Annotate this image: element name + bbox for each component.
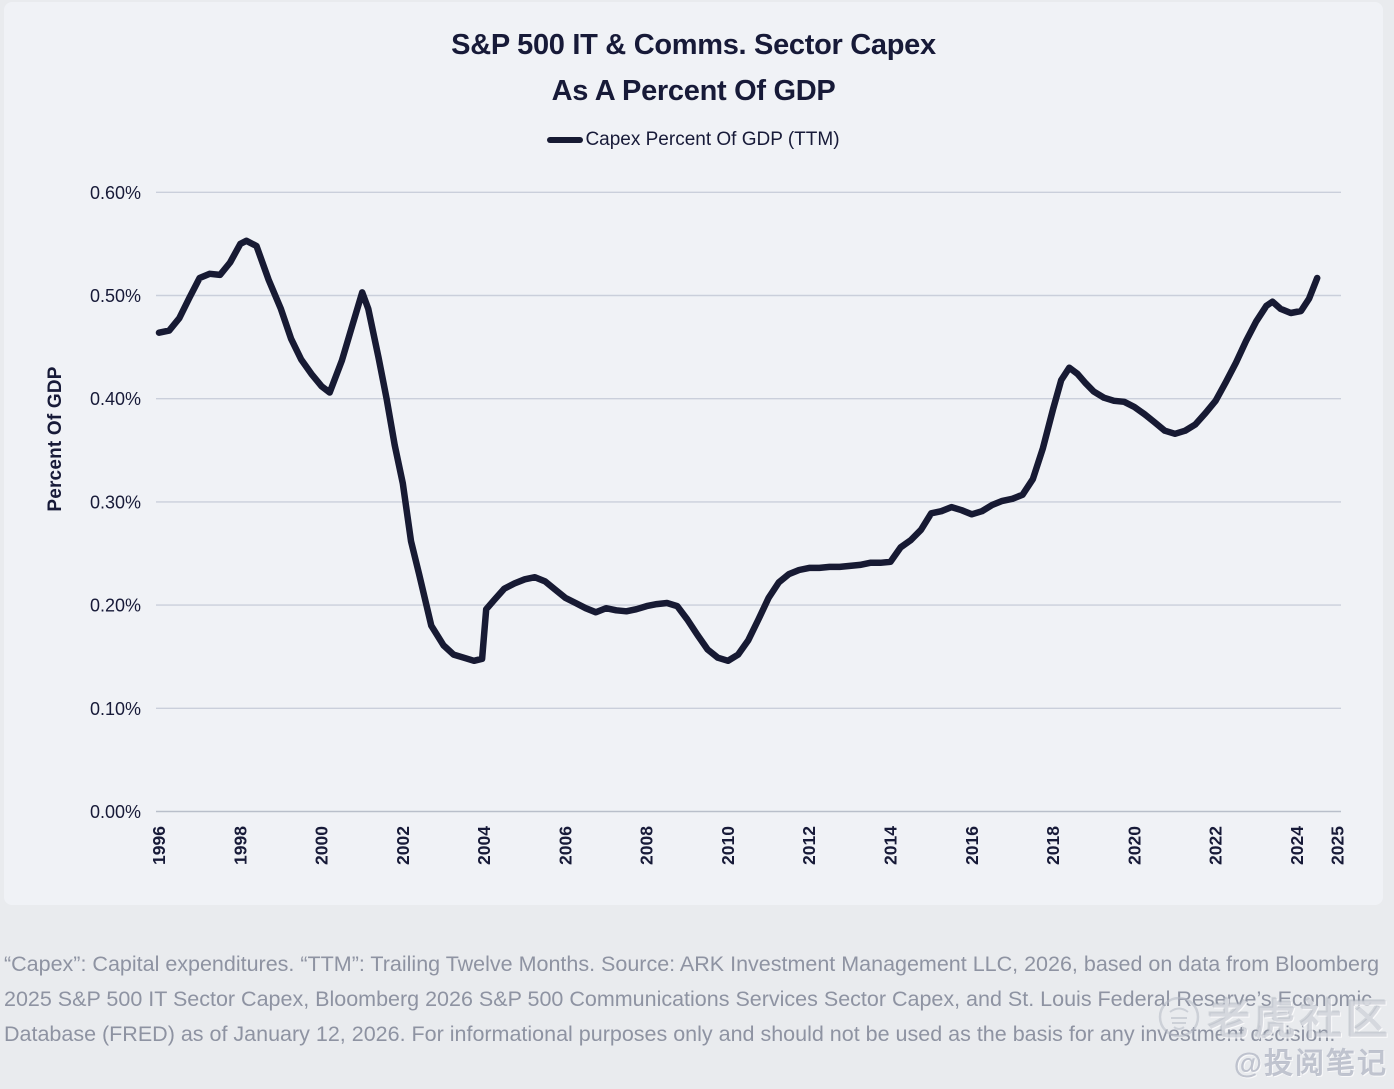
disclaimer-text: “Capex”: Capital expenditures. “TTM”: Tr… bbox=[4, 952, 1380, 1046]
x-tick-label: 2018 bbox=[1043, 826, 1063, 865]
y-tick-label: 0.50% bbox=[90, 286, 141, 306]
x-tick-label: 2010 bbox=[718, 826, 738, 865]
x-tick-label: 2008 bbox=[637, 826, 657, 865]
x-tick-label: 2014 bbox=[881, 826, 901, 865]
x-tick-label: 2020 bbox=[1124, 826, 1144, 865]
x-tick-label: 2006 bbox=[555, 826, 575, 865]
footer-section: “Capex”: Capital expenditures. “TTM”: Tr… bbox=[0, 905, 1394, 1089]
x-tick-label: 2004 bbox=[474, 826, 494, 865]
y-tick-label: 0.10% bbox=[90, 699, 141, 719]
x-tick-label: 2022 bbox=[1206, 826, 1226, 865]
x-tick-label: 2000 bbox=[312, 826, 332, 865]
y-tick-label: 0.00% bbox=[90, 802, 141, 822]
y-tick-label: 0.30% bbox=[90, 492, 141, 512]
handle-watermark-text: @投阅笔记 bbox=[1233, 1048, 1388, 1080]
x-tick-label: 1998 bbox=[230, 826, 250, 865]
y-tick-label: 0.20% bbox=[90, 596, 141, 616]
capex-line bbox=[155, 237, 1321, 665]
chart-card: S&P 500 IT & Comms. Sector Capex As A Pe… bbox=[4, 2, 1383, 905]
x-tick-label: 1996 bbox=[149, 826, 169, 865]
x-tick-label: 2002 bbox=[393, 826, 413, 865]
legend: Capex Percent Of GDP (TTM) bbox=[4, 129, 1383, 151]
legend-label: Capex Percent Of GDP (TTM) bbox=[585, 129, 840, 150]
chart-title-line1: S&P 500 IT & Comms. Sector Capex bbox=[451, 29, 936, 61]
y-tick-label: 0.40% bbox=[90, 389, 141, 409]
y-tick-label: 0.60% bbox=[90, 183, 141, 203]
x-tick-label: 2012 bbox=[799, 826, 819, 865]
capex-line-chart: 0.00% 0.10% 0.20% 0.30% 0.40% 0.50% 0.60% 1996 1… bbox=[90, 183, 1348, 865]
chart-title: S&P 500 IT & Comms. Sector Capex As A Pe… bbox=[4, 22, 1383, 114]
x-tick-label: 2016 bbox=[962, 826, 982, 865]
x-tick-label: 2025 bbox=[1328, 826, 1348, 865]
legend-line-swatch-icon bbox=[547, 137, 584, 143]
chart-title-line2: As A Percent Of GDP bbox=[551, 75, 836, 107]
x-tick-label: 2024 bbox=[1287, 826, 1307, 865]
